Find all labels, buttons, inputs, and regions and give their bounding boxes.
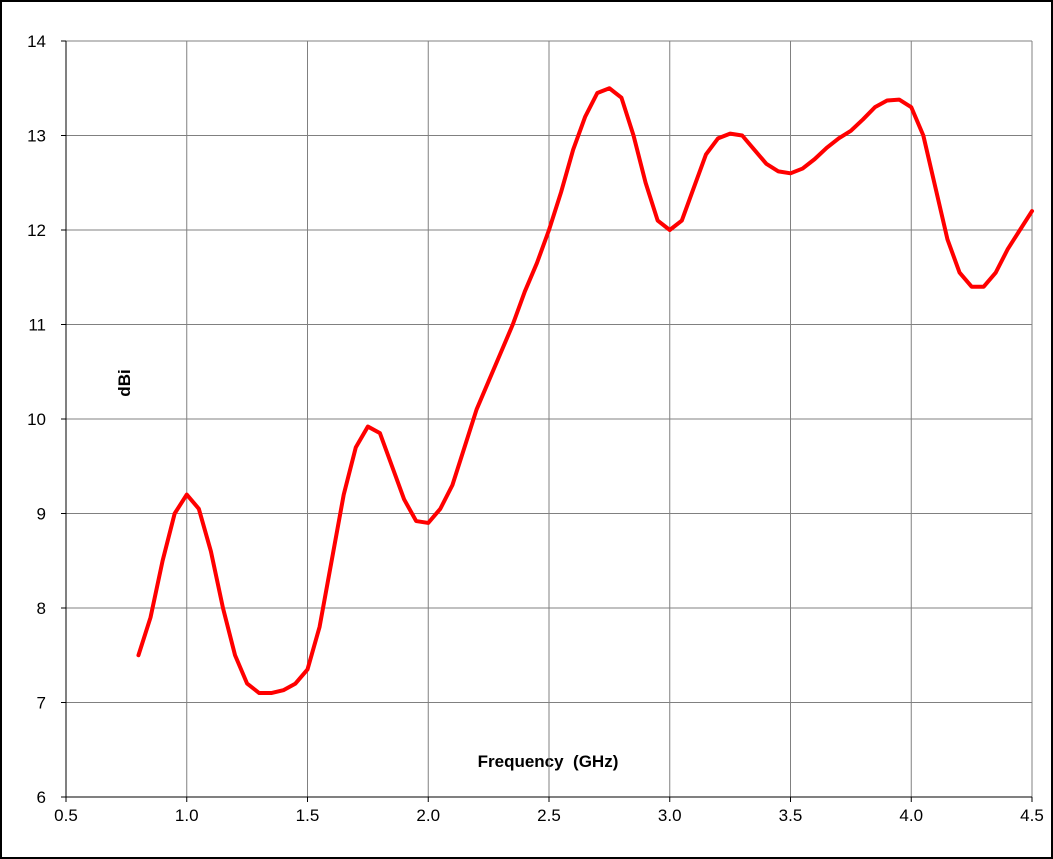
y-tick-label: 10 — [27, 410, 46, 429]
y-tick-label: 7 — [37, 694, 46, 713]
x-tick-label: 1.0 — [175, 806, 199, 825]
y-tick-label: 6 — [37, 788, 46, 807]
x-axis-label: Frequency (GHz) — [478, 752, 619, 771]
y-tick-label: 12 — [27, 221, 46, 240]
y-axis-label: dBi — [115, 369, 134, 396]
x-tick-label: 2.5 — [537, 806, 561, 825]
x-tick-label: 3.0 — [658, 806, 682, 825]
y-tick-label: 8 — [37, 599, 46, 618]
x-tick-label: 1.5 — [296, 806, 320, 825]
y-tick-label: 11 — [28, 316, 46, 335]
x-tick-label: 3.5 — [779, 806, 803, 825]
y-tick-label: 9 — [37, 505, 46, 524]
x-tick-label: 4.5 — [1020, 806, 1044, 825]
y-tick-label: 13 — [27, 127, 46, 146]
x-tick-label: 2.0 — [416, 806, 440, 825]
x-tick-label: 4.0 — [899, 806, 923, 825]
data-line — [136, 86, 1034, 696]
x-tick-label: 0.5 — [54, 806, 78, 825]
y-tick-label: 14 — [27, 32, 46, 51]
